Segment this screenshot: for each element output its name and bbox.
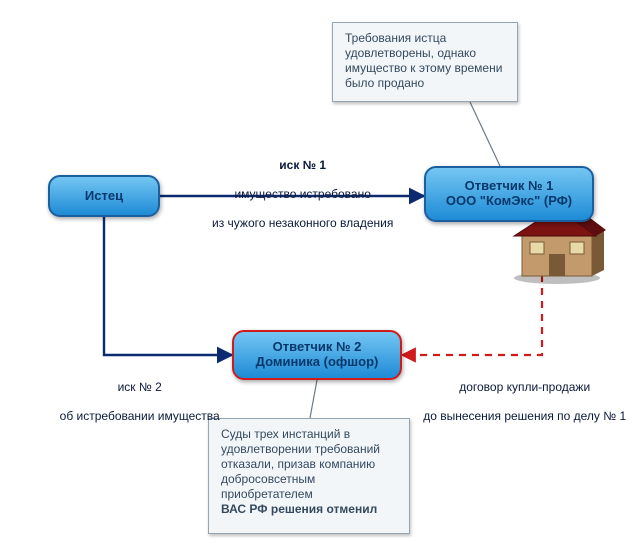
node-defendant-1-line1: Ответчик № 1 — [446, 179, 572, 194]
node-defendant-1-line2: ООО "КомЭкс" (РФ) — [446, 194, 572, 209]
edge2-line2: об истребовании имущества — [60, 409, 220, 423]
note-top-text: Требования истца удовлетворены, однако и… — [345, 31, 502, 90]
node-defendant-2-line1: Ответчик № 2 — [256, 340, 379, 355]
node-defendant-2-line2: Доминика (офшор) — [256, 355, 379, 370]
edge3-line1: договор купли-продажи — [459, 380, 590, 394]
diagram-stage: Истец Ответчик № 1 ООО "КомЭкс" (РФ) Отв… — [0, 0, 638, 547]
node-plaintiff-label: Истец — [85, 189, 123, 204]
edge2-line1: иск № 2 — [118, 380, 162, 394]
edge1-line3: из чужого незаконного владения — [212, 216, 393, 230]
note-top: Требования истца удовлетворены, однако и… — [332, 22, 518, 102]
edge-label-contract: договор купли-продажи до вынесения решен… — [408, 366, 628, 438]
note-bottom: Суды трех инстанций в удовлетворении тре… — [208, 418, 410, 534]
edge1-line1: иск № 1 — [279, 158, 326, 172]
edge1-line2: имущество истребовано — [234, 187, 370, 201]
note-bottom-text: Суды трех инстанций в удовлетворении тре… — [221, 427, 380, 501]
note-bottom-bold: ВАС РФ решения отменил — [221, 502, 377, 516]
node-defendant-2: Ответчик № 2 Доминика (офшор) — [232, 330, 402, 380]
edge-e3 — [402, 262, 542, 355]
node-defendant-1: Ответчик № 1 ООО "КомЭкс" (РФ) — [424, 166, 594, 222]
edge-label-claim-1: иск № 1 имущество истребовано из чужого … — [186, 144, 406, 245]
edge-label-claim-2: иск № 2 об истребовании имущества — [38, 366, 228, 438]
node-plaintiff: Истец — [48, 175, 160, 217]
edge-n1 — [470, 102, 500, 166]
edge3-line2: до вынесения решения по делу № 1 — [423, 409, 626, 423]
edge-n2 — [310, 380, 317, 418]
